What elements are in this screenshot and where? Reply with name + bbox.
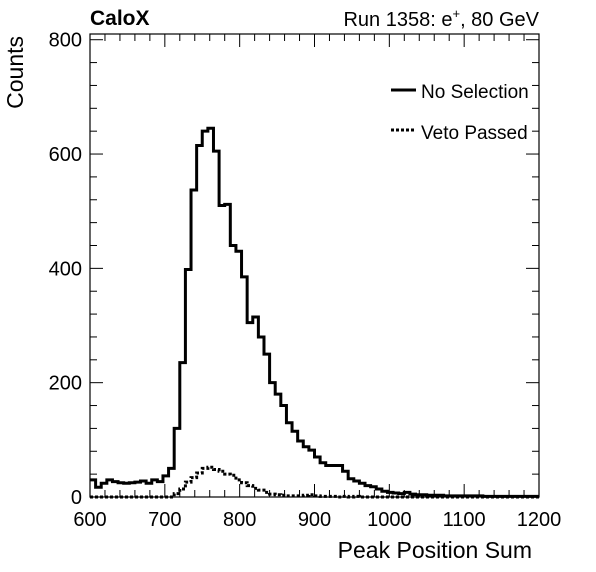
header-right: Run 1358: e+, 80 GeV <box>343 6 539 31</box>
x-tick-label: 800 <box>223 509 256 531</box>
plot-frame <box>89 33 540 498</box>
x-tick-label: 700 <box>148 509 181 531</box>
x-tick-label: 600 <box>73 509 106 531</box>
header-left: CaloX <box>90 7 150 30</box>
y-tick-label: 0 <box>71 487 82 509</box>
x-tick-label: 1200 <box>517 509 562 531</box>
header-right-prefix: Run 1358: e <box>343 9 452 31</box>
x-axis-title: Peak Position Sum <box>338 537 532 563</box>
x-tick-label: 900 <box>298 509 331 531</box>
tick-labels: 600 700 800 900 1000 1100 1200 0 200 400 600 800 <box>49 30 562 531</box>
y-tick-label: 800 <box>49 30 82 52</box>
histogram-series <box>90 126 539 499</box>
y-axis-title: Counts <box>2 36 28 109</box>
series-veto-passed <box>90 465 539 499</box>
legend: No Selection Veto Passed <box>391 82 529 144</box>
legend-label-no-selection: No Selection <box>421 82 529 103</box>
x-tick-label: 1100 <box>443 509 486 531</box>
series-no-selection <box>90 126 539 498</box>
plot-border <box>89 33 540 498</box>
x-tick-label: 1000 <box>367 509 412 531</box>
header-right-suffix: , 80 GeV <box>460 9 540 31</box>
legend-label-veto-passed: Veto Passed <box>421 123 528 144</box>
y-tick-label: 600 <box>49 144 82 166</box>
y-tick-label: 200 <box>49 373 82 395</box>
header-right-sup: + <box>452 6 460 21</box>
y-tick-label: 400 <box>49 258 82 280</box>
axis-ticks <box>89 34 540 498</box>
